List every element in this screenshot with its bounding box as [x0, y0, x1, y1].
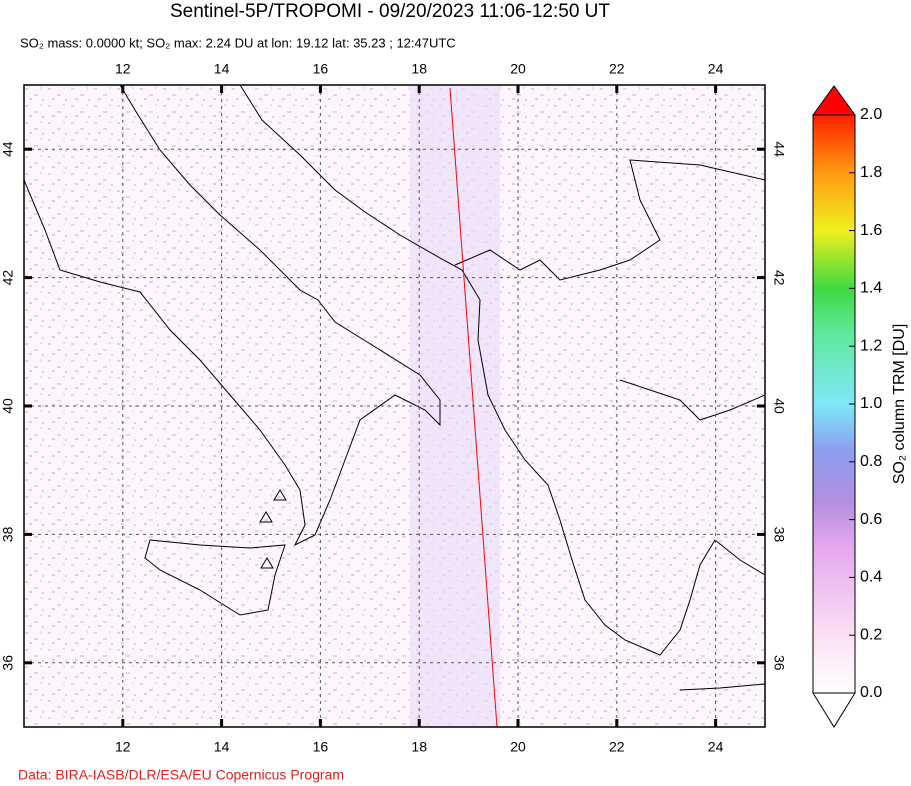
- colorbar-label: SO₂ column TRM [DU]: [891, 324, 908, 485]
- sicily-coast: [144, 539, 286, 616]
- colorbar-tick-label: 2.0: [860, 106, 882, 123]
- colorbar-tick-label: 1.8: [860, 164, 882, 181]
- colorbar: SO₂ column TRM [DU] 0.0 0.2 0.4 0.6 0.8 1.0 1.…: [812, 85, 908, 728]
- footer: Data: BIRA-IASB/DLR/ESA/EU Copernicus Pr…: [18, 767, 344, 783]
- x-tick-label: 22: [609, 61, 625, 77]
- x-tick-label: 20: [510, 61, 526, 77]
- colorbar-over: [812, 85, 856, 116]
- volcano-etna: [260, 557, 274, 569]
- colorbar-tick-label: 1.2: [860, 337, 882, 354]
- x-tick-label: 14: [214, 61, 230, 77]
- balkan-coast: [239, 85, 765, 656]
- y-tick-label: 44: [0, 141, 16, 157]
- colorbar-tick-label: 0.2: [860, 626, 882, 643]
- colorbar-under: [812, 692, 856, 728]
- colorbar-tick-label: 1.6: [860, 222, 882, 239]
- volcano-stromboli: [273, 489, 287, 501]
- x-tick-label: 18: [411, 739, 427, 755]
- x-tick-label: 24: [708, 739, 724, 755]
- x-tick-label: 22: [609, 739, 625, 755]
- x-tick-label: 20: [510, 739, 526, 755]
- y-tick-label: 40: [0, 398, 16, 414]
- map-texture: [24, 85, 765, 727]
- coastlines: [24, 85, 765, 727]
- colorbar-tick-label: 1.0: [860, 395, 882, 412]
- y-tick-label: 42: [0, 270, 16, 286]
- colorbar-tick-label: 0.4: [860, 569, 882, 586]
- y-tick-label: 38: [771, 527, 787, 543]
- y-tick-label: 44: [771, 141, 787, 157]
- colorbar-tick-label: 0.6: [860, 511, 882, 528]
- volcano-vulcano: [259, 511, 273, 523]
- y-tick-label: 36: [771, 655, 787, 671]
- y-tick-label: 36: [0, 655, 16, 671]
- colorbar-scale: [812, 114, 856, 694]
- x-tick-label: 16: [313, 61, 329, 77]
- orbit-edge: [449, 87, 498, 727]
- x-tick-label: 16: [313, 739, 329, 755]
- y-tick-label: 42: [771, 270, 787, 286]
- x-tick-label: 24: [708, 61, 724, 77]
- italy-coast: [24, 85, 441, 547]
- x-tick-label: 18: [411, 61, 427, 77]
- map: [23, 84, 766, 728]
- subtitle: SO₂ mass: 0.0000 kt; SO₂ max: 2.24 DU at…: [20, 35, 456, 50]
- x-tick-label: 12: [115, 61, 131, 77]
- title: Sentinel-5P/TROPOMI - 09/20/2023 11:06-1…: [170, 1, 610, 22]
- colorbar-tick-label: 0.8: [860, 453, 882, 470]
- y-tick-label: 40: [771, 398, 787, 414]
- x-tick-label: 12: [115, 739, 131, 755]
- aegean-coast: [619, 379, 765, 421]
- x-tick-label: 14: [214, 739, 230, 755]
- colorbar-tick-label: 0.0: [860, 684, 882, 701]
- y-tick-label: 38: [0, 526, 16, 542]
- inland-border: [454, 159, 765, 281]
- colorbar-tick-label: 1.4: [860, 280, 882, 297]
- crete-coast: [679, 683, 765, 691]
